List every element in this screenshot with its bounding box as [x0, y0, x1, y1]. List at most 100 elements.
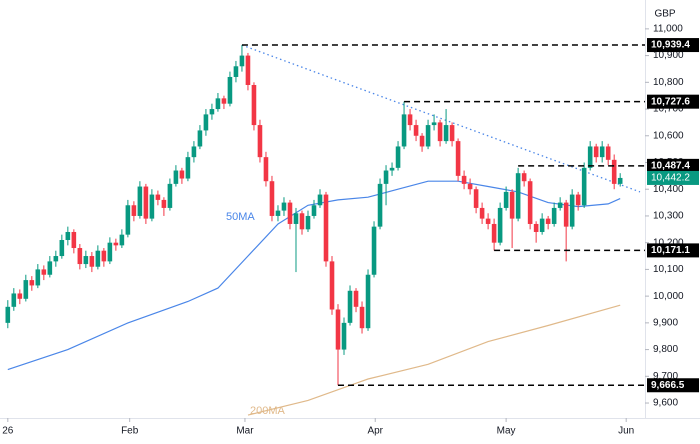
ma-label: 50MA	[226, 211, 255, 223]
y-tick-label: 10,700	[653, 104, 684, 115]
candle-body	[311, 205, 317, 216]
last-price-box	[647, 170, 699, 185]
candle-body	[323, 194, 329, 262]
last-price-label: 10,442.2	[651, 173, 690, 184]
candle-body	[599, 146, 605, 158]
candle-body	[41, 269, 47, 275]
x-tick-label: Jun	[618, 426, 634, 437]
candle-body	[371, 226, 377, 275]
candle-body	[257, 125, 263, 158]
candle-body	[215, 98, 221, 110]
candle-body	[119, 234, 125, 246]
candle-body	[131, 205, 137, 216]
candle-body	[161, 199, 167, 208]
candle-body	[359, 306, 365, 329]
candle-body	[497, 207, 503, 243]
candle-body	[173, 170, 179, 184]
candle-body	[149, 194, 155, 219]
y-tick-label: 11,000	[653, 24, 683, 35]
candle-body	[71, 231, 77, 249]
candle-body	[473, 189, 479, 208]
candle-body	[389, 167, 395, 171]
candle-body	[569, 194, 575, 227]
candle-body	[575, 194, 581, 206]
candle-body	[233, 66, 239, 77]
candle-body	[329, 261, 335, 310]
candle-body	[317, 194, 323, 206]
candle-body	[179, 170, 185, 179]
y-tick-label: 10,000	[653, 291, 684, 302]
candle-body	[365, 274, 371, 329]
candle-body	[527, 181, 533, 224]
candle-body	[485, 218, 491, 224]
candle-body	[287, 202, 293, 224]
candle-body	[593, 146, 599, 158]
candle-body	[275, 210, 281, 216]
candle-body	[269, 181, 275, 216]
candle-body	[305, 215, 311, 230]
candle-body	[449, 125, 455, 142]
level-label-box	[647, 38, 699, 53]
candle-body	[17, 293, 23, 299]
candle-body	[59, 240, 65, 257]
candle-body	[617, 177, 623, 184]
candle-body	[491, 223, 497, 243]
candle-body	[77, 248, 83, 265]
candle-body	[563, 202, 569, 227]
y-tick-label: 10,300	[653, 211, 684, 222]
candle-body	[461, 175, 467, 184]
candle-body	[413, 125, 419, 136]
candle-body	[401, 114, 407, 147]
x-tick-label: 26	[2, 426, 14, 437]
candle-body	[587, 146, 593, 168]
candle-body	[155, 194, 161, 200]
moving-average	[7, 180, 621, 371]
candle-body	[545, 218, 551, 224]
candle-body	[245, 55, 251, 85]
candle-body	[239, 55, 245, 67]
candle-body	[299, 213, 305, 230]
candle-body	[611, 159, 617, 184]
candle-body	[353, 290, 359, 307]
level-label: 10,487.4	[651, 161, 690, 172]
candle-body	[95, 250, 101, 267]
y-tick-label: 9,800	[653, 344, 678, 355]
candle-body	[185, 157, 191, 179]
candle-body	[65, 231, 71, 241]
candle-body	[125, 205, 131, 235]
y-tick-label: 9,900	[653, 317, 678, 328]
candle-body	[437, 122, 443, 142]
y-tick-label: 10,600	[653, 130, 684, 141]
candle-body	[293, 213, 299, 224]
candle-body	[395, 146, 401, 168]
y-tick-label: 10,800	[653, 77, 684, 88]
candle-body	[383, 170, 389, 184]
candle-body	[209, 109, 215, 115]
candle-body	[425, 125, 431, 147]
candle-body	[47, 261, 53, 275]
candle-body	[539, 218, 545, 232]
candle-body	[23, 280, 29, 299]
candle-body	[167, 183, 173, 208]
candle-body	[83, 256, 89, 265]
candle-body	[347, 290, 353, 323]
candle-body	[5, 306, 11, 323]
level-label-box	[647, 243, 699, 258]
ma-label: 200MA	[250, 405, 286, 417]
candle-body	[203, 114, 209, 131]
candle-body	[515, 173, 521, 219]
candle-body	[251, 84, 257, 126]
x-tick-label: Apr	[367, 426, 383, 437]
candle-body	[479, 207, 485, 219]
candle-body	[551, 207, 557, 224]
candle-body	[581, 167, 587, 206]
candle-body	[281, 202, 287, 211]
candle-body	[605, 146, 611, 160]
y-tick-label: 10,400	[653, 184, 684, 195]
x-tick-label: Mar	[236, 426, 254, 437]
candle-body	[53, 256, 59, 262]
candle-body	[191, 146, 197, 158]
candle-body	[227, 76, 233, 104]
x-tick-label: Feb	[121, 426, 139, 437]
